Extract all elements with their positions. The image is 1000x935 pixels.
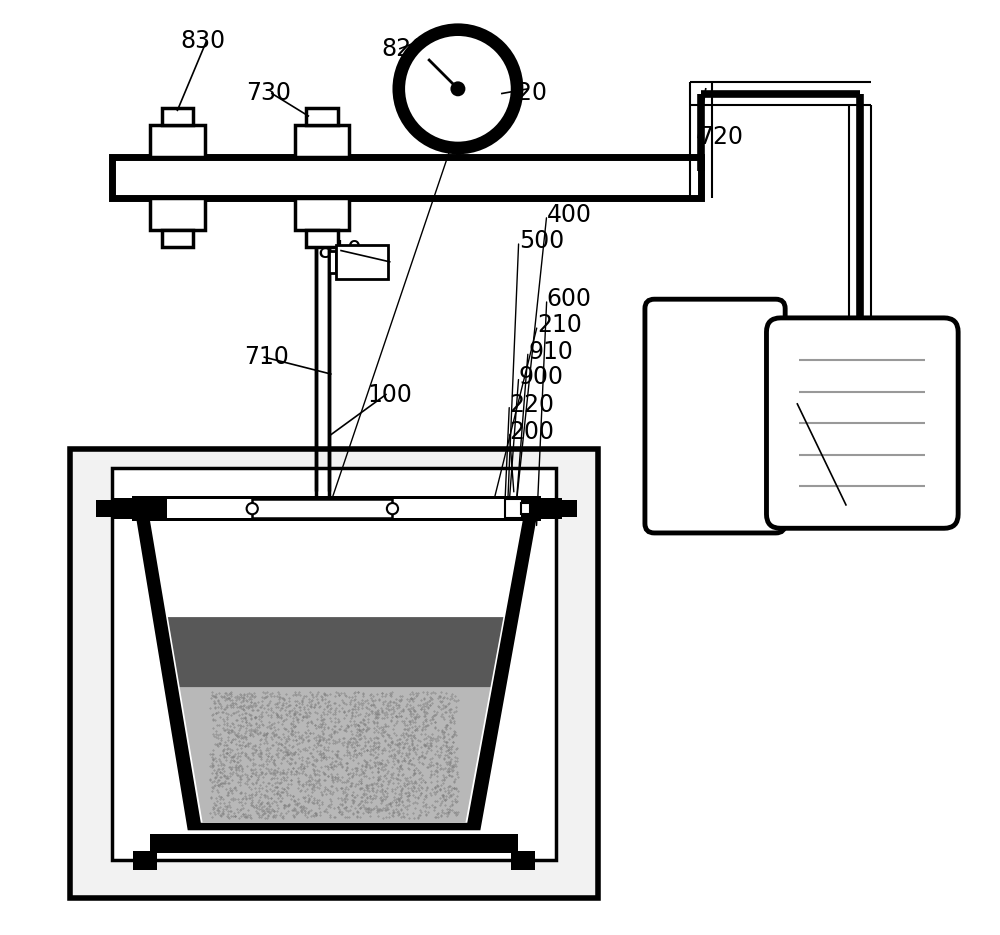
Text: 100: 100: [367, 382, 412, 407]
Text: 320: 320: [502, 81, 547, 106]
Bar: [162, 230, 193, 247]
Bar: [150, 125, 205, 157]
Bar: [150, 834, 518, 853]
Bar: [536, 498, 562, 519]
Text: 830: 830: [180, 29, 225, 53]
Circle shape: [387, 503, 398, 514]
Text: 810: 810: [318, 238, 363, 263]
Bar: [162, 108, 193, 125]
Bar: [132, 496, 541, 521]
Text: 200: 200: [509, 420, 554, 444]
Bar: [167, 499, 506, 518]
Bar: [560, 500, 577, 517]
Text: 210: 210: [537, 313, 582, 338]
Bar: [511, 851, 535, 870]
Text: 230: 230: [455, 122, 500, 147]
Circle shape: [392, 23, 523, 154]
Bar: [252, 499, 392, 518]
Circle shape: [247, 503, 258, 514]
Text: 310: 310: [797, 392, 842, 416]
Bar: [133, 851, 157, 870]
Bar: [70, 449, 598, 898]
Bar: [306, 230, 338, 247]
Text: 900: 900: [519, 365, 564, 389]
Text: 710: 710: [244, 345, 289, 369]
Text: 910: 910: [528, 339, 573, 364]
Bar: [112, 468, 556, 860]
FancyBboxPatch shape: [645, 299, 785, 533]
FancyBboxPatch shape: [766, 318, 958, 528]
Text: 220: 220: [509, 393, 554, 417]
Polygon shape: [180, 687, 490, 823]
Text: 820: 820: [381, 36, 426, 61]
Bar: [336, 245, 388, 279]
Polygon shape: [168, 617, 503, 687]
Bar: [505, 499, 522, 518]
Text: 730: 730: [246, 81, 291, 106]
Text: 720: 720: [698, 125, 743, 150]
Bar: [150, 198, 205, 230]
Text: 500: 500: [519, 229, 564, 253]
Bar: [521, 503, 530, 514]
Circle shape: [450, 81, 465, 96]
Polygon shape: [136, 519, 536, 830]
Bar: [295, 125, 349, 157]
Bar: [111, 498, 137, 519]
Polygon shape: [149, 517, 523, 823]
Text: 600: 600: [547, 287, 592, 311]
Bar: [329, 251, 336, 273]
Bar: [295, 198, 349, 230]
Circle shape: [404, 35, 512, 143]
Text: 400: 400: [547, 203, 592, 227]
Bar: [112, 157, 701, 198]
Bar: [306, 108, 338, 125]
Bar: [96, 500, 113, 517]
